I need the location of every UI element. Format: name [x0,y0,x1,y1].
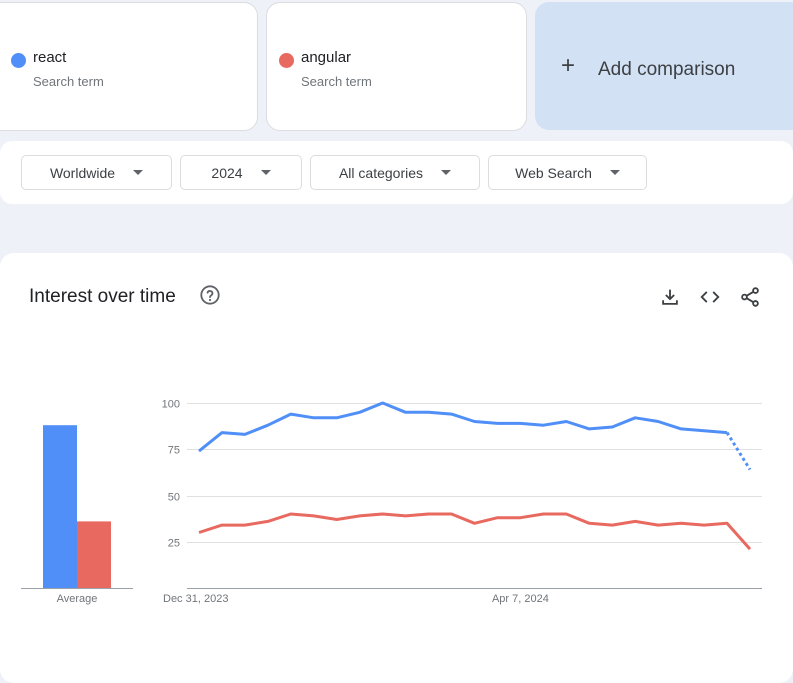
series-color-dot [11,53,26,68]
interest-over-time-panel: Interest over time [0,253,793,683]
series-line-angular [198,512,752,551]
series-line-react [198,401,728,453]
caret-down-icon [441,170,452,175]
y-tick-label: 100 [162,399,180,411]
series-partial-segment-react [725,431,752,471]
geo-filter-dropdown[interactable]: Worldwide [21,155,172,190]
share-icon[interactable] [739,286,761,308]
embed-code-icon[interactable] [699,286,721,308]
y-tick-label: 50 [168,492,180,504]
y-tick-label: 75 [168,445,180,457]
search-term-name[interactable]: react [33,49,67,66]
category-filter-dropdown[interactable]: All categories [310,155,480,190]
time-filter-label: 2024 [211,164,243,181]
search-term-card-angular[interactable]: angular Search term [266,2,527,131]
category-filter-label: All categories [338,164,424,181]
average-bar-react [43,425,77,588]
download-icon[interactable] [659,286,681,308]
plus-icon: + [561,52,576,79]
average-bar-angular [77,521,111,588]
help-icon[interactable] [199,284,221,306]
caret-down-icon [609,170,620,175]
caret-down-icon [133,170,144,175]
x-tick-label: Dec 31, 2023 [163,593,228,605]
search-term-type: Search term [301,74,372,89]
caret-down-icon [260,170,271,175]
panel-title: Interest over time [29,286,176,307]
average-label: Average [57,593,98,605]
series-color-dot [279,53,294,68]
search-term-name[interactable]: angular [301,49,352,66]
geo-filter-label: Worldwide [49,164,116,181]
y-tick-label: 25 [168,538,180,550]
filters-bar: Worldwide 2024 All categories Web Search [0,141,793,204]
add-comparison-label: Add comparison [598,59,736,80]
property-filter-label: Web Search [515,164,592,181]
property-filter-dropdown[interactable]: Web Search [488,155,647,190]
x-tick-label: Apr 7, 2024 [492,593,549,605]
time-filter-dropdown[interactable]: 2024 [180,155,302,190]
add-comparison-button[interactable]: + Add comparison [535,2,793,130]
search-term-type: Search term [33,74,104,89]
search-term-card-react[interactable]: react Search term [0,2,258,131]
